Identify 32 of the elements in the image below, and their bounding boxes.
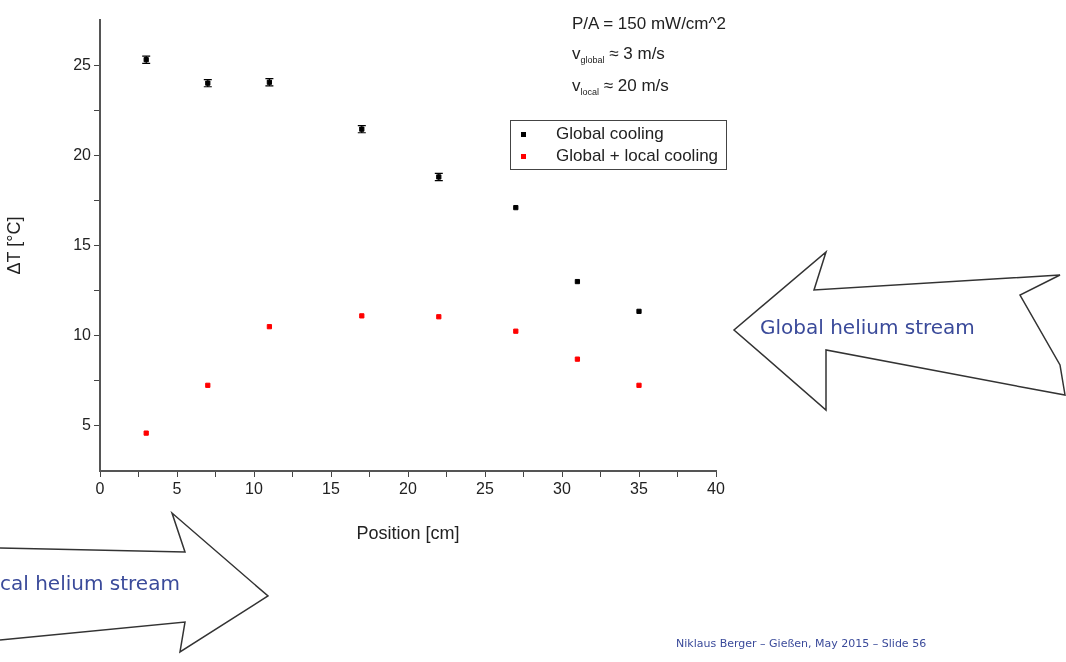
text: cal helium stream: [0, 571, 180, 595]
y-tick-label: 25: [73, 55, 92, 73]
x-tick-label: 15: [322, 480, 340, 498]
x-tick-label: 35: [630, 480, 648, 498]
y-tick-label: 5: [82, 416, 92, 434]
point: [574, 356, 581, 362]
x-axis-title: Position [cm]: [356, 523, 460, 544]
x-tick-label: 25: [476, 480, 494, 498]
annotation: P/A = 150 mW/cm^2: [572, 14, 726, 34]
point: [513, 328, 519, 334]
text: Niklaus Berger – Gießen, May 2015 – Slide 56: [676, 637, 927, 650]
y-tick-label: 15: [73, 235, 92, 253]
x-tick-label: 30: [553, 480, 571, 498]
x-tick-label: 40: [707, 480, 725, 498]
annotation: v$_{global}$ ≈ 3 m/s: [572, 44, 665, 66]
y-tick-label: 20: [73, 145, 92, 163]
legend-label: Global cooling: [556, 123, 664, 145]
point: [205, 382, 211, 388]
x-tick-label: 5: [172, 480, 182, 498]
point: [436, 314, 442, 320]
point: [359, 313, 365, 319]
y-tick-label: 10: [73, 326, 92, 344]
point: [636, 382, 642, 388]
x-tick-label: 0: [95, 480, 105, 498]
legend-label: Global + local cooling: [556, 145, 719, 167]
annotation: v$_{local}$ ≈ 20 m/s: [572, 76, 669, 98]
text: Global helium stream: [760, 315, 975, 339]
x-tick-label: 10: [245, 480, 263, 498]
x-tick-label: 20: [399, 480, 417, 498]
y-axis-title: ΔT [°C]: [3, 216, 24, 275]
point: [143, 430, 149, 436]
point: [266, 324, 273, 330]
